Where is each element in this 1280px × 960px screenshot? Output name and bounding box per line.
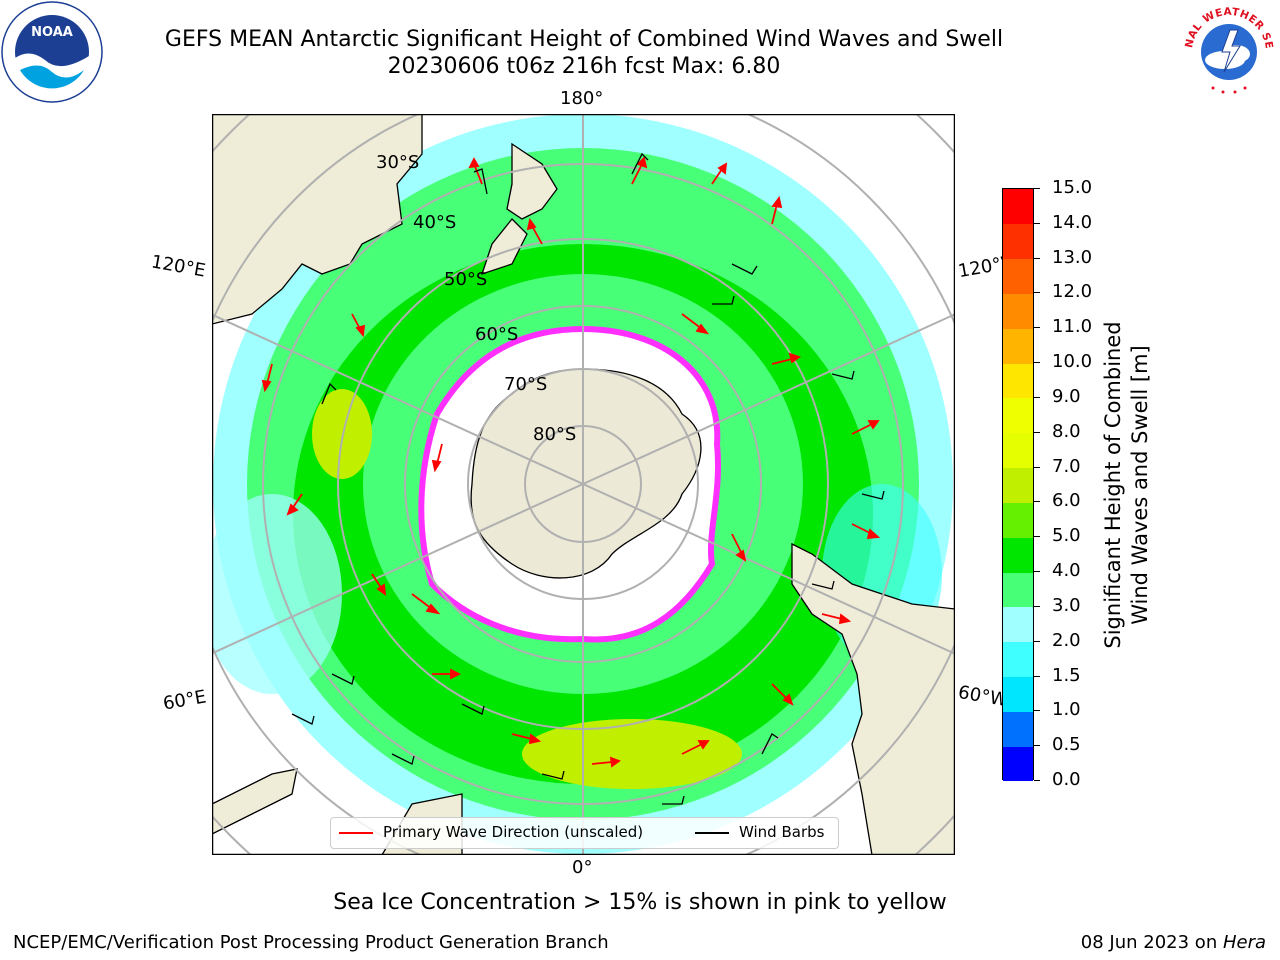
colorbar-segment xyxy=(1003,363,1033,399)
colorbar-tick-label: 1.0 xyxy=(1052,699,1081,721)
chart-subtitle: 20230606 t06z 216h fcst Max: 6.80 xyxy=(387,54,781,79)
colorbar-tick-label: 0.5 xyxy=(1052,734,1081,756)
colorbar-tick-label: 3.0 xyxy=(1052,594,1081,616)
colorbar-tick-mark xyxy=(1034,605,1040,607)
colorbar-label: Significant Height of Combined Wind Wave… xyxy=(1101,321,1152,649)
colorbar-tick-label: 2.0 xyxy=(1052,629,1081,651)
wave-direction-arrows xyxy=(261,156,881,768)
lat-label-30s: 30°S xyxy=(376,152,420,173)
colorbar-segment xyxy=(1003,606,1033,643)
colorbar-tick-label: 14.0 xyxy=(1052,211,1093,233)
colorbar-segment xyxy=(1003,293,1033,329)
lat-label-80s: 80°S xyxy=(533,424,577,445)
noaa-logo: NOAA xyxy=(1,1,103,103)
colorbar-tick-mark xyxy=(1034,571,1040,573)
colorbar-segment xyxy=(1003,746,1033,782)
colorbar-tick-label: 9.0 xyxy=(1052,385,1081,407)
colorbar-tick-mark xyxy=(1034,396,1040,398)
map-legend: Primary Wave Direction (unscaled) Wind B… xyxy=(330,817,839,849)
polar-map xyxy=(212,114,955,855)
colorbar-segment xyxy=(1003,711,1033,747)
colorbar-segment xyxy=(1003,641,1033,678)
colorbar-tick-mark xyxy=(1034,501,1040,503)
lat-label-40s: 40°S xyxy=(413,212,457,233)
lon-label-120e: 120°E xyxy=(149,251,208,282)
wave-legend-swatch xyxy=(339,832,373,834)
new-zealand-land xyxy=(480,142,558,276)
footer-date: 08 Jun 2023 on xyxy=(1080,932,1223,953)
noaa-logo-text: NOAA xyxy=(31,25,73,40)
colorbar-tick-label: 11.0 xyxy=(1052,316,1093,338)
colorbar-segment xyxy=(1003,467,1033,503)
colorbar-segment xyxy=(1003,432,1033,469)
colorbar-tick-label: 1.5 xyxy=(1052,664,1081,686)
south-america-land xyxy=(791,542,955,855)
colorbar-tick-label: 13.0 xyxy=(1052,246,1093,268)
colorbar-tick-label: 15.0 xyxy=(1052,177,1093,198)
barb-legend-label: Wind Barbs xyxy=(739,823,825,841)
colorbar-segment xyxy=(1003,397,1033,434)
colorbar-tick-mark xyxy=(1034,466,1040,468)
barb-legend-swatch xyxy=(695,832,729,834)
wave-legend-label: Primary Wave Direction (unscaled) xyxy=(383,823,644,841)
lat-label-70s: 70°S xyxy=(504,374,548,395)
lon-label-0: 0° xyxy=(572,857,593,878)
colorbar-tick-mark xyxy=(1034,257,1040,259)
colorbar-segment xyxy=(1003,258,1033,294)
colorbar-segment xyxy=(1003,676,1033,712)
colorbar-tick-label: 6.0 xyxy=(1052,490,1081,512)
colorbar-segment xyxy=(1003,223,1033,260)
wave-max-indian xyxy=(312,389,372,479)
footer-timestamp: 08 Jun 2023 on Hera xyxy=(1081,932,1266,953)
lat-label-50s: 50°S xyxy=(444,269,488,290)
colorbar-tick-mark xyxy=(1034,362,1040,364)
colorbar-tick-mark xyxy=(1034,710,1040,712)
colorbar-tick-label: 7.0 xyxy=(1052,455,1081,477)
colorbar-tick-label: 0.0 xyxy=(1052,769,1081,790)
footer-credit: NCEP/EMC/Verification Post Processing Pr… xyxy=(13,932,609,953)
colorbar-segment xyxy=(1003,189,1033,225)
graticule xyxy=(212,114,955,855)
colorbar-segment xyxy=(1003,537,1033,573)
footer-host: Hera xyxy=(1222,932,1266,953)
lon-label-60e: 60°E xyxy=(161,686,208,715)
colorbar-tick-mark xyxy=(1034,292,1040,294)
colorbar-tick-label: 12.0 xyxy=(1052,281,1093,303)
colorbar-segment xyxy=(1003,328,1033,364)
lon-label-180: 180° xyxy=(560,88,604,109)
colorbar-segment xyxy=(1003,572,1033,608)
colorbar xyxy=(1002,188,1034,782)
colorbar-tick-mark xyxy=(1034,780,1040,781)
africa-land xyxy=(212,768,298,835)
colorbar-tick-mark xyxy=(1034,222,1040,224)
colorbar-tick-mark xyxy=(1034,431,1040,433)
colorbar-tick-mark xyxy=(1034,745,1040,747)
colorbar-tick-label: 4.0 xyxy=(1052,560,1081,582)
colorbar-tick-label: 5.0 xyxy=(1052,525,1081,547)
wave-max-southatlantic xyxy=(522,719,742,789)
lat-label-60s: 60°S xyxy=(475,324,519,345)
colorbar-tick-label: 10.0 xyxy=(1052,351,1093,373)
colorbar-tick-mark xyxy=(1034,536,1040,538)
chart-title: GEFS MEAN Antarctic Significant Height o… xyxy=(164,27,1004,52)
colorbar-tick-mark xyxy=(1034,675,1040,677)
colorbar-tick-mark xyxy=(1034,640,1040,642)
colorbar-tick-label: 8.0 xyxy=(1052,420,1081,442)
colorbar-tick-mark xyxy=(1034,327,1040,329)
sea-ice-note: Sea Ice Concentration > 15% is shown in … xyxy=(333,890,947,915)
wind-barbs xyxy=(291,152,885,805)
colorbar-tick-mark xyxy=(1034,188,1040,189)
colorbar-segment xyxy=(1003,502,1033,538)
nws-logo: NATIONAL WEATHER SERVICE xyxy=(1178,0,1275,96)
